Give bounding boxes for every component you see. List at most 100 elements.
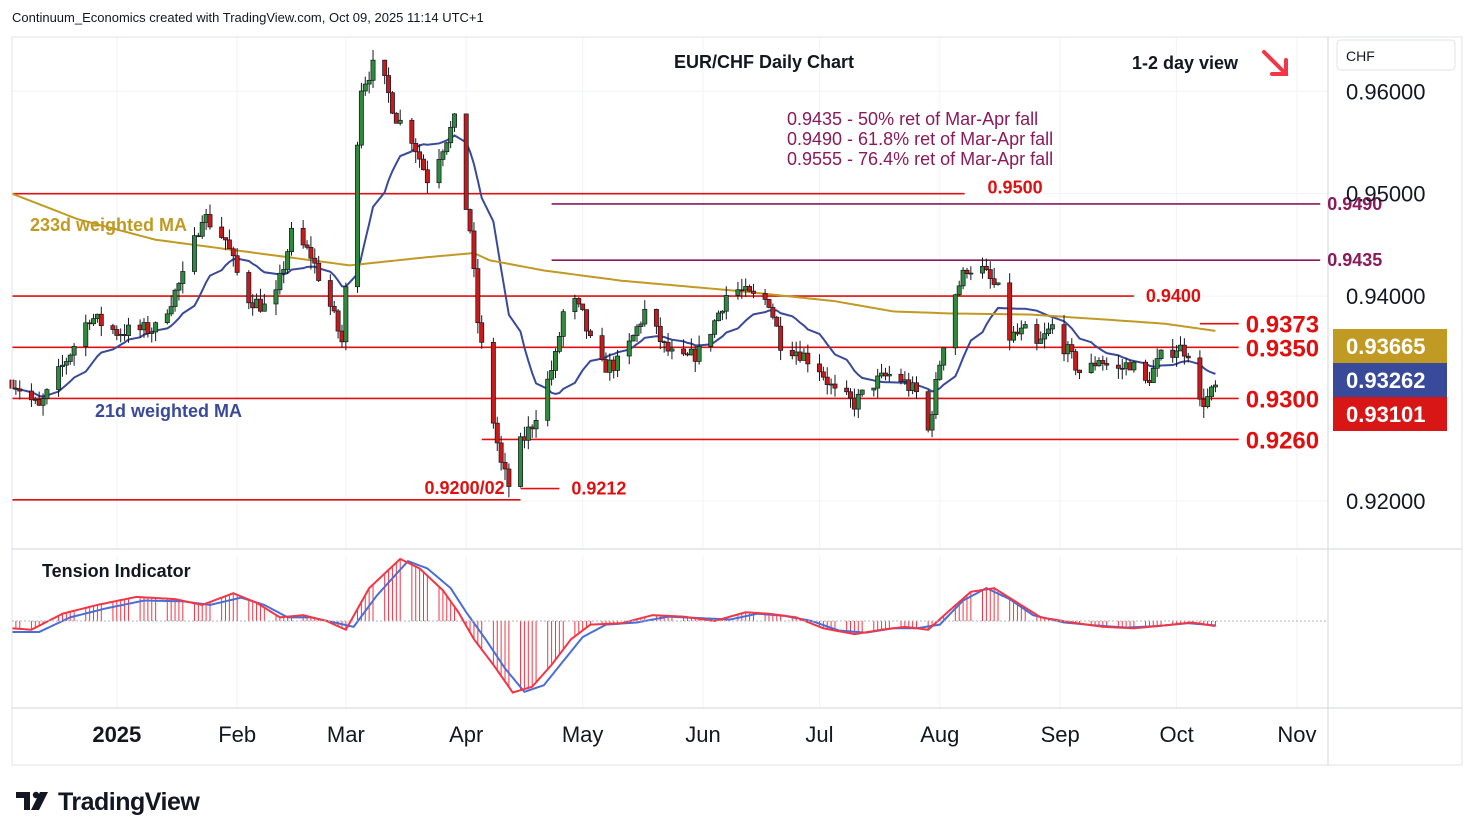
candle-body (386, 75, 392, 94)
candle-body (393, 112, 399, 124)
candle-body (844, 387, 850, 393)
candle-body (1100, 360, 1106, 364)
candle-body (1034, 324, 1040, 344)
time-tick-label: Mar (327, 722, 365, 747)
candle-body (83, 322, 89, 347)
candle-body (149, 331, 155, 334)
candle-body (1154, 358, 1160, 369)
candle-body (114, 329, 120, 336)
candle-body (1143, 361, 1148, 381)
candle-body (176, 283, 182, 291)
tension-slow-line (12, 559, 1216, 693)
tension-indicator-title: Tension Indicator (42, 561, 191, 581)
candle-body (553, 351, 558, 371)
candle-body (71, 346, 77, 356)
candle-body (308, 246, 314, 259)
candle-body (855, 393, 861, 410)
price-tick-label: 0.96000 (1346, 79, 1426, 104)
candle-body (246, 272, 252, 304)
candle-body (1042, 333, 1048, 340)
candle-body (832, 383, 838, 389)
candle-body (653, 308, 659, 327)
candle-body (207, 214, 213, 228)
level-label-bg (964, 177, 1045, 198)
candle-body (747, 286, 753, 292)
level-label-09350: 0.9350 (1246, 335, 1319, 362)
candle-body (199, 221, 205, 237)
candle-body (1158, 349, 1164, 359)
candle-body (762, 293, 768, 300)
candle-body (587, 330, 593, 336)
ma233-line (11, 192, 1216, 332)
candle-body (273, 289, 279, 305)
fib-annotation: 0.9490 - 61.8% ret of Mar-Apr fall (787, 129, 1053, 149)
candle-body (626, 340, 632, 357)
currency-box[interactable] (1336, 39, 1456, 71)
candle-body (735, 289, 741, 296)
candle-body (817, 363, 822, 373)
candle-body (1049, 324, 1055, 330)
candle-body (549, 370, 555, 380)
candle-body (506, 468, 512, 487)
candle-body (708, 333, 714, 347)
candle-body (219, 226, 225, 238)
candle-body (289, 227, 294, 253)
candle-body (370, 59, 376, 81)
price-badge-label: 0.93665 (1346, 334, 1426, 359)
candle-body (925, 391, 931, 431)
candle-body (110, 325, 116, 330)
candle-body (1046, 328, 1051, 335)
candle-body (576, 298, 582, 305)
candle-body (1088, 362, 1094, 374)
candle-body (316, 262, 322, 281)
candle-body (28, 390, 34, 401)
candle-body (172, 289, 178, 307)
candle-body (1011, 331, 1017, 341)
candle-body (1038, 338, 1044, 344)
candle-body (933, 379, 939, 415)
level-label-09300: 0.9300 (1246, 386, 1319, 413)
candle-body (331, 306, 337, 312)
fib-annotation: 0.9435 - 50% ret of Mar-Apr fall (787, 109, 1038, 129)
candle-body (44, 389, 50, 400)
candle-body (1007, 282, 1013, 341)
candle-body (1174, 350, 1180, 358)
candle-body (1115, 364, 1121, 369)
candle-body (153, 322, 159, 333)
currency-label: CHF (1346, 48, 1375, 64)
candle-body (40, 398, 46, 406)
candle-body (285, 251, 291, 270)
candle-body (471, 230, 477, 269)
candle-body (584, 309, 589, 332)
candle-body (599, 335, 605, 360)
candle-body (1205, 396, 1211, 408)
time-tick-label: 2025 (92, 722, 141, 747)
candle-body (1069, 344, 1075, 352)
candle-body (164, 313, 170, 324)
candle-body (556, 336, 562, 352)
candle-body (327, 280, 333, 307)
candle-body (766, 299, 772, 308)
tradingview-brand[interactable]: TradingView (14, 788, 200, 817)
candle-body (494, 422, 500, 444)
tradingview-logo-icon (16, 791, 48, 810)
candle-body (960, 269, 966, 287)
candle-body (518, 436, 523, 487)
candle-body (824, 376, 830, 385)
candle-body (696, 345, 702, 362)
candle-body (871, 387, 877, 391)
candle-body (60, 364, 65, 367)
candle-body (580, 303, 586, 311)
candle-body (67, 354, 73, 362)
ma233-label: 233d weighted MA (30, 215, 187, 235)
candle-body (615, 355, 621, 371)
level-label-09260: 0.9260 (1246, 427, 1319, 454)
candle-body (424, 169, 430, 184)
candle-body (1185, 355, 1191, 359)
time-tick-label: Sep (1041, 722, 1080, 747)
candle-body (642, 308, 648, 325)
candle-body (343, 286, 349, 343)
candle-body (952, 294, 958, 349)
candle-body (358, 90, 364, 146)
